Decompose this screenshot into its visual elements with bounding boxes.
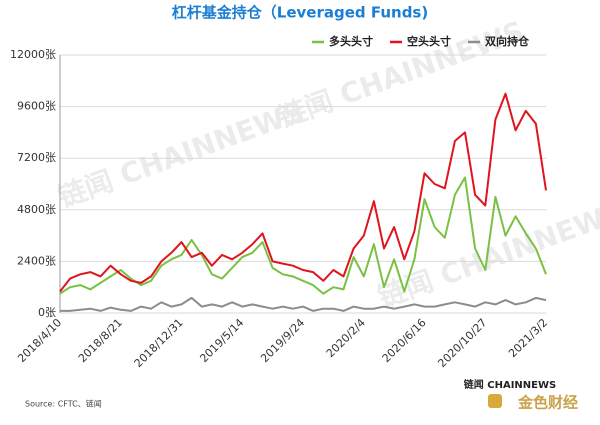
- x-tick-label: 2018/4/10: [15, 316, 64, 365]
- x-tick-label: 2018/12/31: [132, 316, 186, 370]
- chart-title: 杠杆基金持仓（Leveraged Funds): [172, 4, 428, 22]
- x-tick-label: 2019/5/14: [197, 316, 246, 365]
- y-tick-label: 9600张: [17, 100, 56, 113]
- series-line: [60, 296, 547, 312]
- legend-label: 多头头寸: [329, 34, 373, 48]
- y-tick-label: 0张: [38, 306, 56, 319]
- y-tick-label: 4800张: [17, 203, 56, 216]
- y-tick-label: 12000张: [10, 48, 56, 61]
- x-tick-label: 2020/2/4: [324, 316, 368, 360]
- x-tick-label: 2019/9/24: [258, 316, 307, 365]
- logo-icon: [488, 394, 502, 408]
- x-tick-label: 2018/8/21: [76, 316, 125, 365]
- series-line: [59, 176, 547, 295]
- source: Source: CFTC、链闻: [25, 399, 102, 409]
- x-tick-label: 2021/3/2: [506, 316, 550, 360]
- series-line: [59, 92, 547, 293]
- x-tick-label: 2020/6/16: [380, 316, 429, 365]
- x-tick-label: 2020/10/27: [435, 316, 489, 370]
- watermark: 链闻 CHAINNEWS: [54, 95, 309, 215]
- y-tick-label: 7200张: [17, 151, 56, 164]
- legend-label: 空头头寸: [407, 34, 451, 48]
- logo-text: 金色财经: [517, 394, 578, 412]
- legend-label: 双向持仓: [485, 34, 530, 48]
- watermarks: 链闻 CHAINNEWS 链闻 CHAINNEWS 链闻 CHAINNEWS: [54, 15, 600, 315]
- watermark: 链闻 CHAINNEWS: [274, 15, 529, 135]
- y-tick-label: 2400张: [17, 254, 56, 267]
- logo-text: 链闻 CHAINNEWS: [463, 378, 556, 391]
